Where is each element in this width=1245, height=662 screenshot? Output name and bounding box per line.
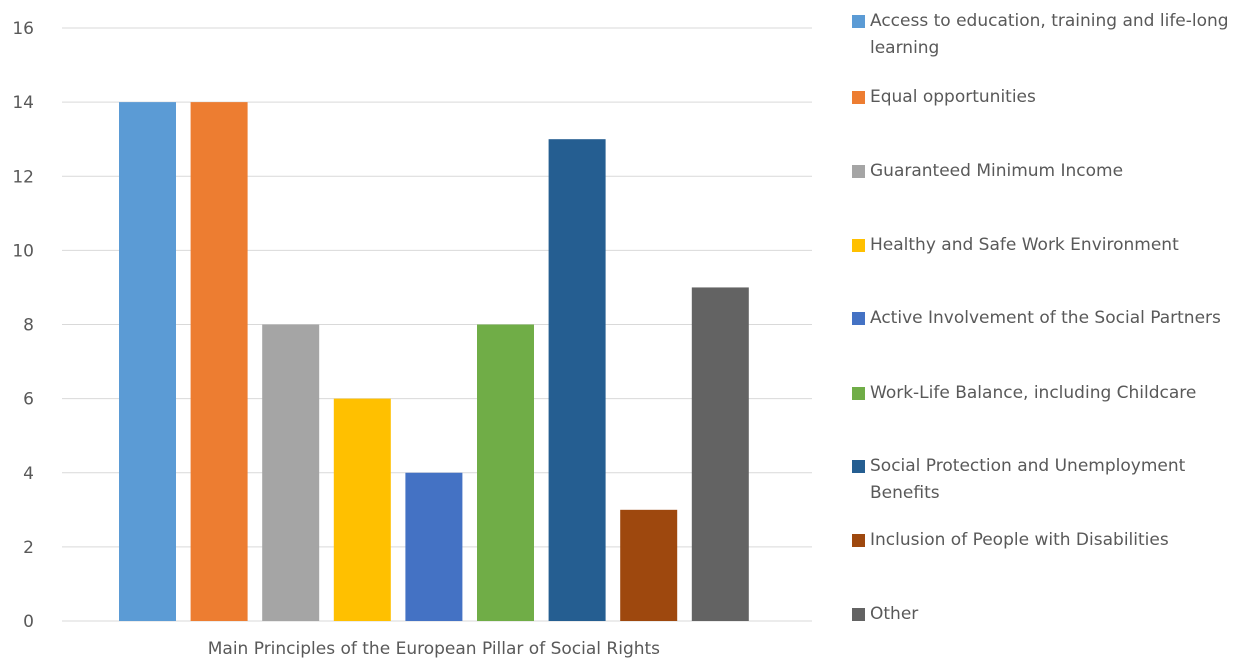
y-tick-label: 2 [23, 538, 34, 558]
y-tick-label: 0 [23, 612, 34, 632]
x-axis-label: Main Principles of the European Pillar o… [208, 639, 660, 659]
y-tick-label: 14 [12, 93, 34, 113]
legend-item: Guaranteed Minimum Income [852, 158, 1244, 185]
bar-3 [262, 324, 320, 621]
legend-label: Guaranteed Minimum Income [870, 161, 1124, 181]
legend-swatch [852, 534, 865, 547]
legend-swatch [852, 91, 865, 104]
legend-swatch [852, 387, 865, 400]
legend-label: Equal opportunities [870, 87, 1036, 107]
y-tick-label: 16 [12, 19, 34, 39]
legend-swatch [852, 165, 865, 178]
legend-label: Social Protection and Unemployment Benef… [870, 456, 1186, 503]
legend-item: Healthy and Safe Work Environment [852, 232, 1244, 259]
bar-5 [405, 472, 463, 621]
legend-swatch [852, 15, 865, 28]
legend-item: Work-Life Balance, including Childcare [852, 380, 1244, 407]
bar-4 [333, 398, 391, 621]
legend-swatch [852, 460, 865, 473]
legend-item: Access to education, training and life-l… [852, 8, 1244, 62]
legend-item: Other [852, 601, 1244, 628]
legend-label: Work-Life Balance, including Childcare [870, 383, 1197, 403]
legend-item: Equal opportunities [852, 84, 1244, 111]
y-tick-label: 12 [12, 167, 34, 187]
bar-9 [691, 287, 749, 621]
legend-swatch [852, 312, 865, 325]
bar-2 [190, 102, 248, 621]
legend-item: Inclusion of People with Disabilities [852, 527, 1244, 554]
legend-swatch [852, 239, 865, 252]
legend-label: Active Involvement of the Social Partner… [870, 308, 1221, 328]
y-axis-ticks: 0 2 4 6 8 10 12 14 16 [12, 19, 34, 632]
bar-1 [119, 102, 176, 621]
legend-label: Inclusion of People with Disabilities [870, 530, 1169, 550]
bar-6 [477, 324, 534, 621]
legend-label: Healthy and Safe Work Environment [870, 235, 1179, 255]
gridlines [62, 27, 812, 622]
bars [119, 102, 749, 621]
legend-label: Access to education, training and life-l… [870, 11, 1229, 58]
bar-7 [548, 139, 606, 621]
y-tick-label: 4 [23, 464, 34, 484]
bar-chart: 0 2 4 6 8 10 12 14 16 Main Principles of the Eur… [12, 19, 812, 659]
legend-item: Social Protection and Unemployment Benef… [852, 453, 1244, 507]
legend-label: Other [870, 604, 919, 624]
bar-8 [620, 509, 678, 621]
legend-swatch [852, 608, 865, 621]
legend-item: Active Involvement of the Social Partner… [852, 305, 1244, 332]
y-tick-label: 10 [12, 241, 34, 261]
y-tick-label: 8 [23, 316, 34, 336]
y-tick-label: 6 [23, 390, 34, 410]
